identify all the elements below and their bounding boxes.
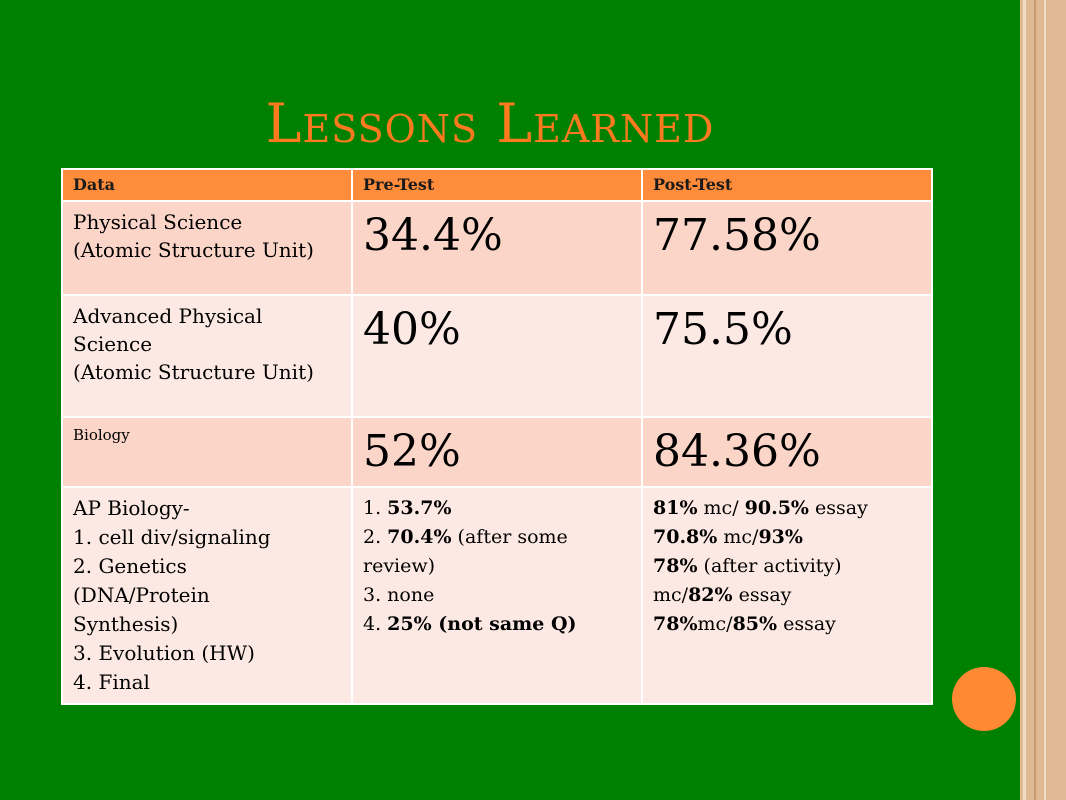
header-data: Data (61, 168, 353, 202)
slide-title: Lessons Learned (265, 92, 715, 155)
results-table: Data Pre-Test Post-Test Physical Science… (61, 168, 933, 705)
post-test-details: 81% mc/ 90.5% essay 70.8% mc/93% 78% (af… (641, 486, 933, 705)
pre-test-details: 1. 53.7% 2. 70.4% (after some review) 3.… (351, 486, 643, 705)
pre-test-value: 34.4% (351, 200, 643, 296)
pre-test-value: 40% (351, 294, 643, 418)
pre-test-value: 52% (351, 416, 643, 488)
slide-frame-line (1023, 0, 1026, 800)
slide-frame-bar (1020, 0, 1066, 800)
slide-frame-line (1044, 0, 1046, 800)
table-row: Advanced Physical Science (Atomic Struct… (61, 294, 933, 418)
slide-frame-line (1034, 0, 1036, 800)
table-row: Biology 52% 84.36% (61, 416, 933, 488)
header-post-test: Post-Test (641, 168, 933, 202)
table-header-row: Data Pre-Test Post-Test (61, 168, 933, 202)
header-pre-test: Pre-Test (351, 168, 643, 202)
decorative-circle (952, 667, 1016, 731)
table-row: Physical Science (Atomic Structure Unit)… (61, 200, 933, 296)
row-label: Biology (61, 416, 353, 488)
table-row: AP Biology- 1. cell div/signaling 2. Gen… (61, 486, 933, 705)
post-test-value: 77.58% (641, 200, 933, 296)
row-label: AP Biology- 1. cell div/signaling 2. Gen… (61, 486, 353, 705)
post-test-value: 84.36% (641, 416, 933, 488)
row-label: Physical Science (Atomic Structure Unit) (61, 200, 353, 296)
post-test-value: 75.5% (641, 294, 933, 418)
row-label: Advanced Physical Science (Atomic Struct… (61, 294, 353, 418)
